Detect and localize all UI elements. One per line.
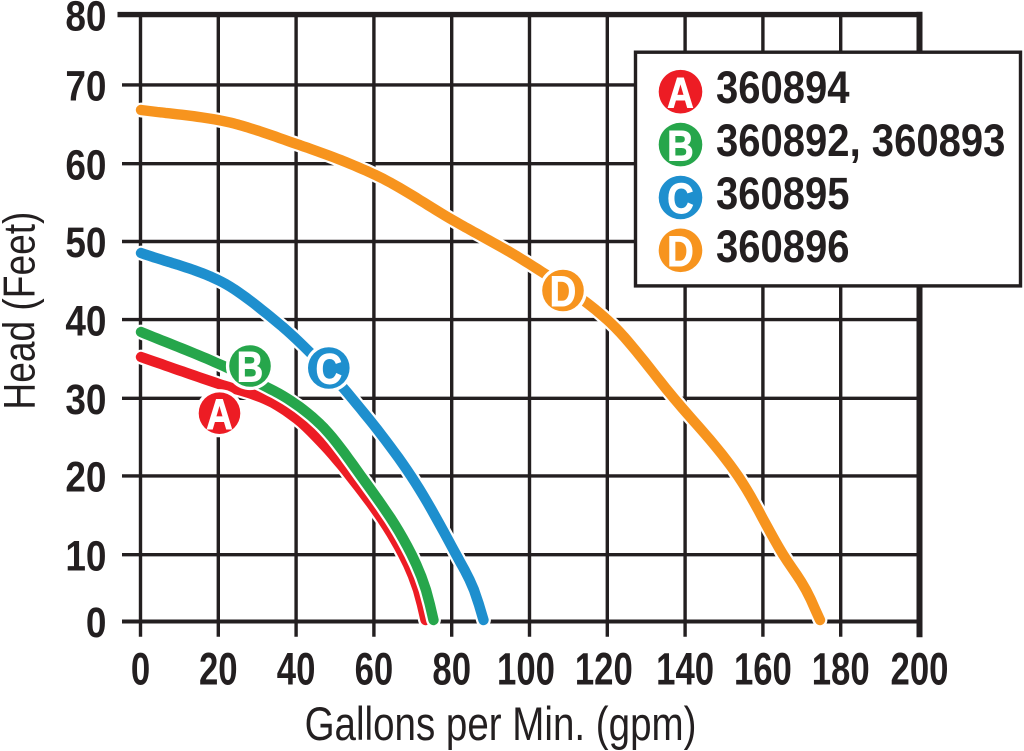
svg-text:20: 20 bbox=[199, 643, 238, 695]
svg-text:80: 80 bbox=[65, 0, 106, 40]
svg-text:60: 60 bbox=[65, 142, 106, 189]
svg-text:B: B bbox=[237, 344, 263, 391]
svg-text:140: 140 bbox=[656, 643, 714, 695]
svg-text:70: 70 bbox=[65, 63, 106, 110]
svg-text:10: 10 bbox=[65, 533, 106, 580]
svg-text:120: 120 bbox=[575, 643, 633, 695]
svg-text:Gallons per Min. (gpm): Gallons per Min. (gpm) bbox=[305, 698, 697, 750]
svg-text:C: C bbox=[316, 346, 342, 393]
svg-text:D: D bbox=[550, 268, 576, 315]
svg-text:360894: 360894 bbox=[716, 63, 850, 114]
svg-text:40: 40 bbox=[277, 643, 316, 695]
svg-text:100: 100 bbox=[497, 643, 555, 695]
svg-text:B: B bbox=[667, 123, 693, 170]
svg-text:360892, 360893: 360892, 360893 bbox=[716, 116, 1005, 167]
svg-text:Head (Feet): Head (Feet) bbox=[0, 212, 44, 410]
svg-text:200: 200 bbox=[891, 643, 949, 695]
svg-text:D: D bbox=[667, 228, 693, 275]
svg-text:80: 80 bbox=[432, 643, 471, 695]
svg-text:40: 40 bbox=[65, 298, 106, 345]
svg-text:0: 0 bbox=[131, 643, 150, 695]
svg-text:180: 180 bbox=[812, 643, 870, 695]
svg-text:C: C bbox=[667, 175, 693, 222]
svg-text:20: 20 bbox=[65, 454, 106, 501]
svg-text:50: 50 bbox=[65, 220, 106, 267]
svg-text:0: 0 bbox=[86, 600, 107, 647]
svg-text:360895: 360895 bbox=[716, 169, 850, 220]
svg-text:360896: 360896 bbox=[716, 221, 850, 272]
svg-text:60: 60 bbox=[355, 643, 394, 695]
svg-text:160: 160 bbox=[734, 643, 792, 695]
svg-text:A: A bbox=[667, 70, 693, 117]
svg-text:30: 30 bbox=[65, 376, 106, 423]
svg-text:A: A bbox=[206, 391, 232, 438]
